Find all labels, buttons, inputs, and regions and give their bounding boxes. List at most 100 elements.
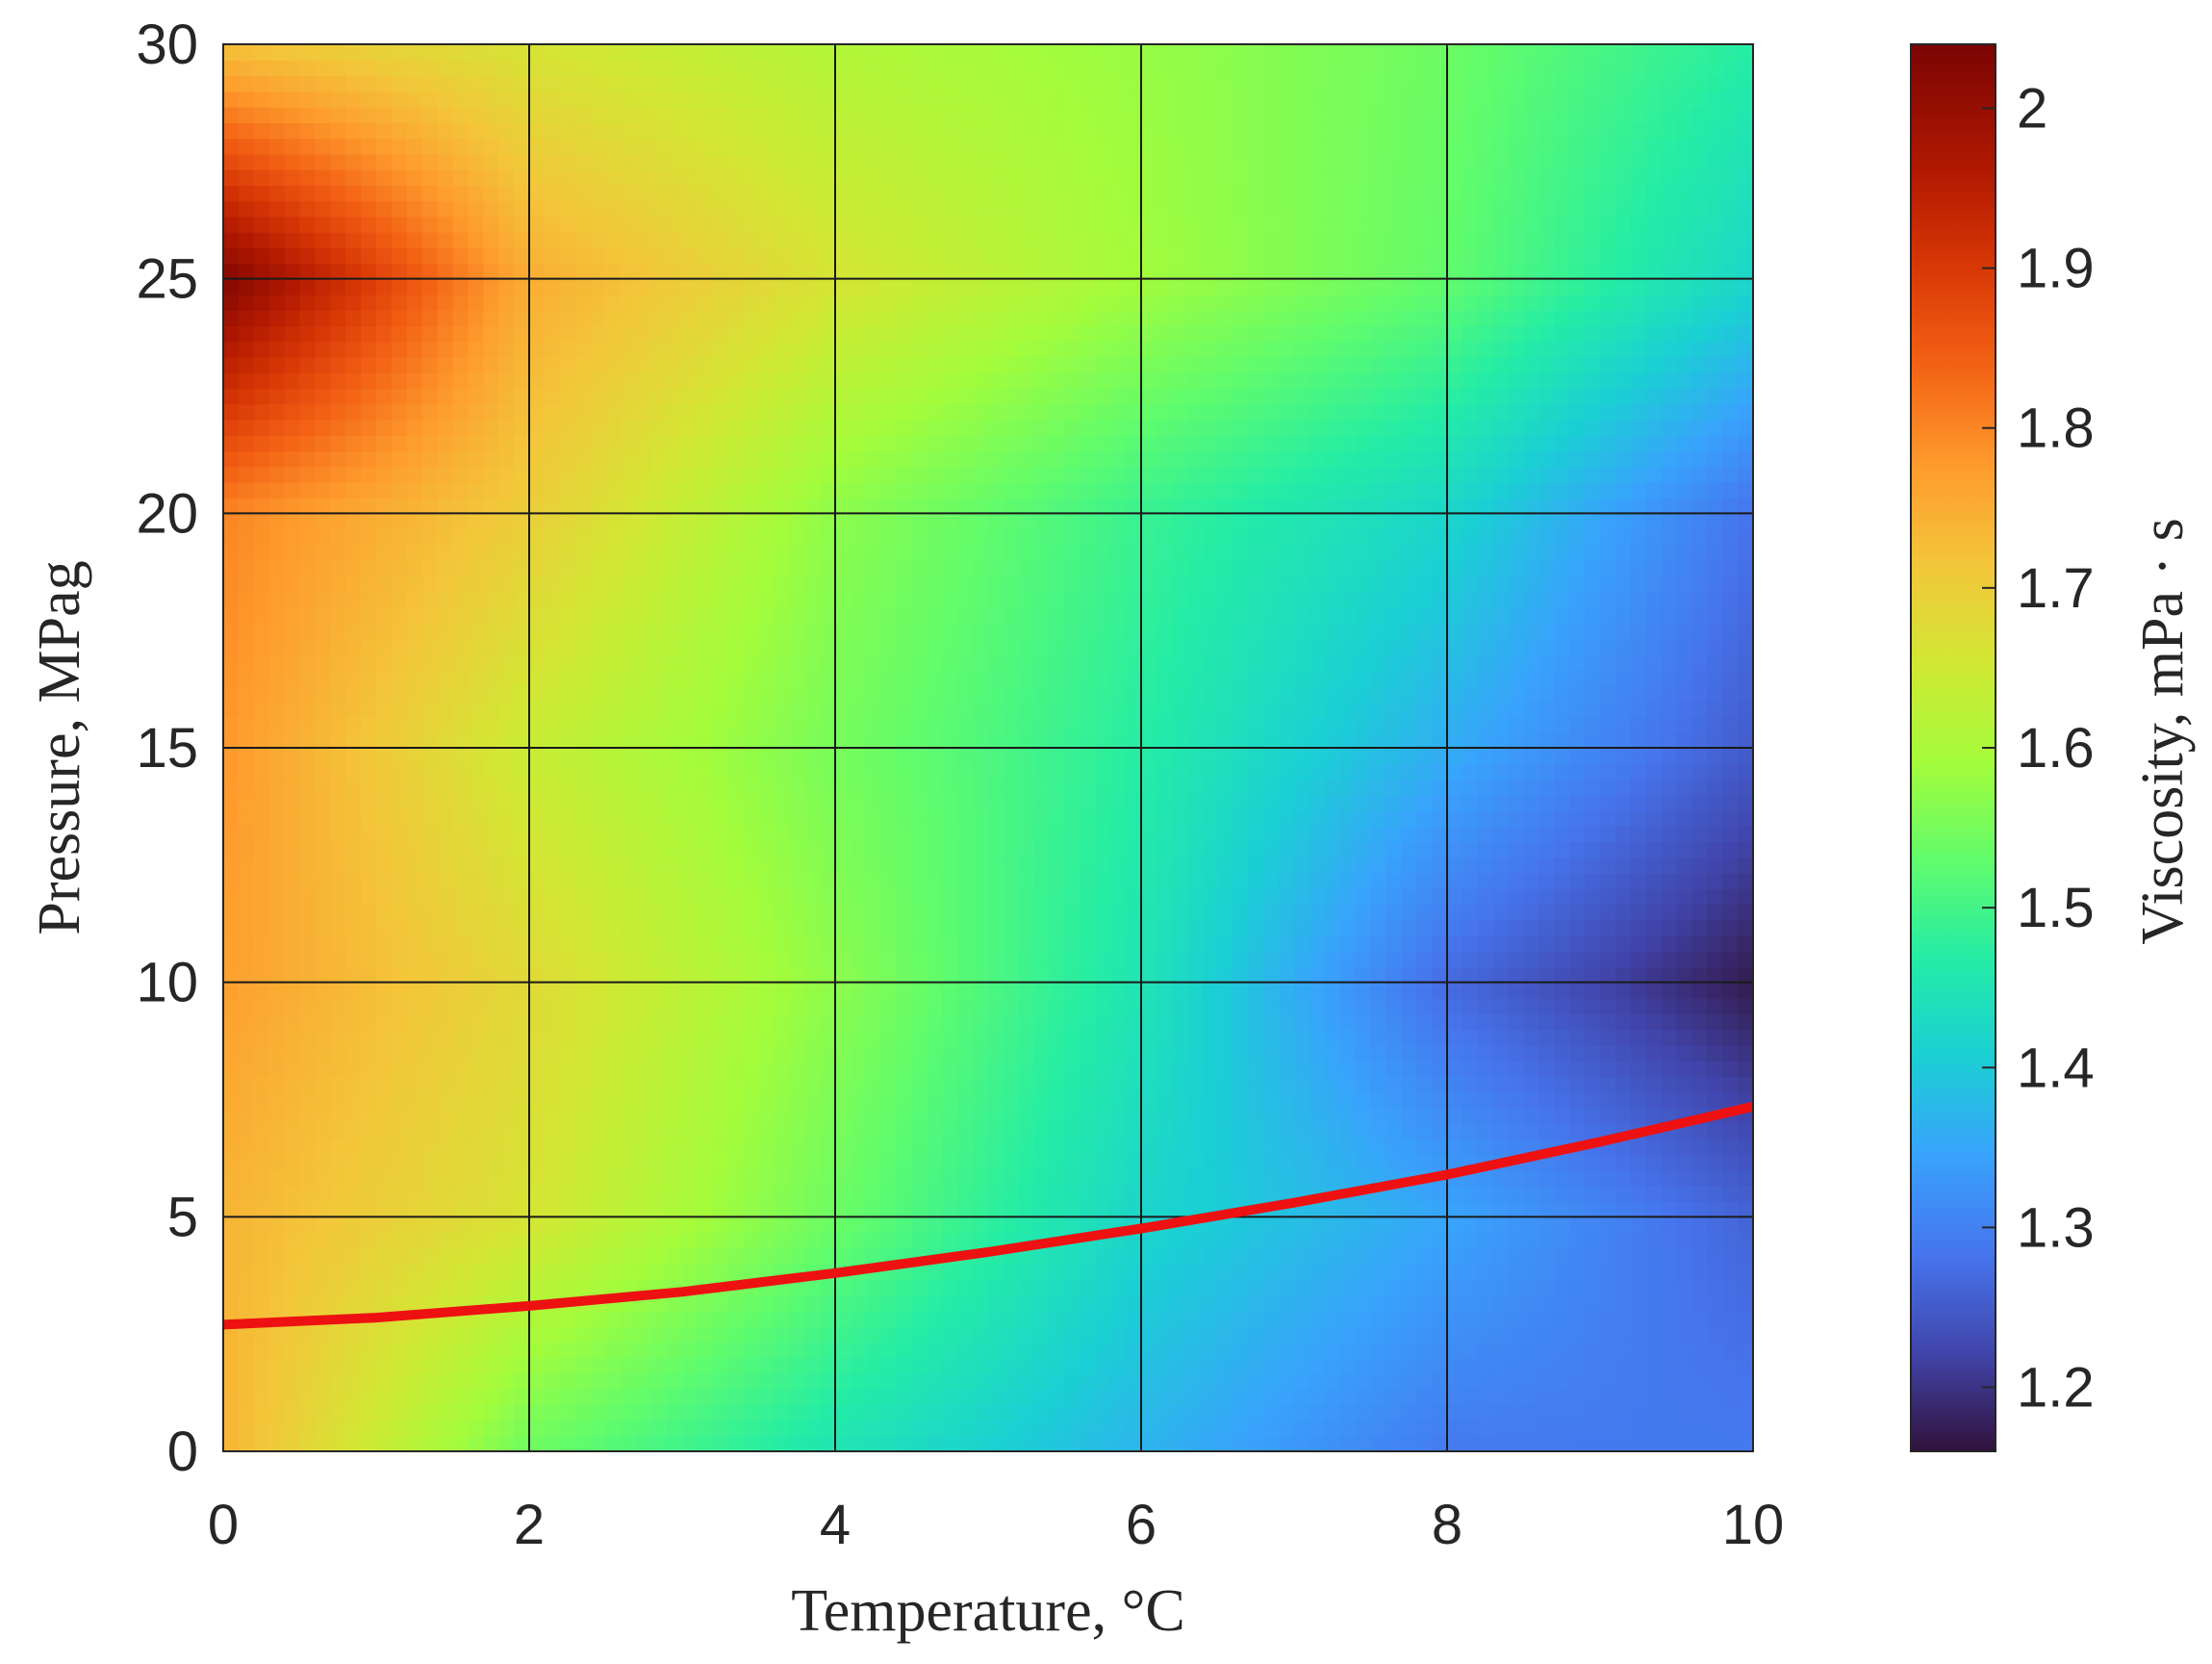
heatmap-cell	[651, 669, 668, 686]
heatmap-cell	[559, 638, 576, 655]
heatmap-cell	[820, 44, 836, 62]
heatmap-cell	[361, 1201, 377, 1218]
heatmap-cell	[468, 278, 485, 295]
heatmap-cell	[544, 247, 561, 265]
heatmap-cell	[682, 1029, 699, 1046]
heatmap-cell	[268, 75, 286, 92]
heatmap-cell	[1049, 1201, 1066, 1218]
heatmap-cell	[927, 779, 944, 796]
heatmap-cell	[774, 106, 791, 124]
heatmap-cell	[835, 1169, 852, 1187]
heatmap-cell	[406, 653, 423, 671]
heatmap-cell	[590, 481, 607, 499]
heatmap-cell	[345, 1326, 362, 1344]
heatmap-cell	[268, 1122, 286, 1139]
heatmap-cell	[452, 294, 470, 311]
heatmap-cell	[421, 1404, 439, 1421]
heatmap-cell	[820, 1326, 836, 1344]
heatmap-cell	[789, 1404, 805, 1421]
heatmap-cell	[697, 341, 714, 358]
heatmap-cell	[820, 1420, 836, 1437]
heatmap-cell	[529, 435, 546, 452]
heatmap-cell	[850, 498, 867, 515]
heatmap-cell	[789, 153, 805, 170]
heatmap-cell	[514, 997, 530, 1014]
heatmap-cell	[621, 1060, 638, 1077]
heatmap-cell	[268, 1091, 286, 1109]
heatmap-cell	[1018, 1013, 1035, 1031]
heatmap-cell	[437, 466, 454, 483]
heatmap-cell	[345, 1435, 362, 1451]
heatmap-cell	[789, 1310, 805, 1327]
heatmap-cell	[758, 356, 775, 373]
heatmap-cell	[865, 122, 882, 140]
heatmap-cell	[406, 388, 423, 405]
heatmap-cell	[651, 982, 668, 999]
heatmap-cell	[850, 606, 867, 624]
heatmap-cell	[712, 1357, 729, 1374]
heatmap-cell	[880, 1342, 898, 1359]
heatmap-cell	[651, 623, 668, 640]
heatmap-cell	[361, 560, 377, 577]
heatmap-cell	[988, 1060, 1004, 1077]
heatmap-cell	[682, 1201, 699, 1218]
heatmap-cell	[574, 185, 592, 202]
heatmap-cell	[268, 1326, 286, 1344]
heatmap-cell	[820, 528, 836, 546]
heatmap-cell	[927, 872, 944, 889]
heatmap-cell	[973, 263, 989, 280]
heatmap-cell	[498, 1279, 515, 1296]
heatmap-cell	[238, 216, 255, 233]
heatmap-cell	[330, 623, 346, 640]
heatmap-cell	[957, 1279, 974, 1296]
heatmap-cell	[421, 388, 439, 405]
heatmap-cell	[789, 341, 805, 358]
heatmap-cell	[774, 919, 791, 936]
heatmap-cell	[315, 1154, 332, 1171]
heatmap-cell	[896, 122, 913, 140]
heatmap-cell	[437, 934, 454, 952]
heatmap-cell	[1064, 1435, 1081, 1451]
heatmap-cell	[345, 1232, 362, 1249]
heatmap-cell	[880, 1294, 898, 1312]
heatmap-cell	[605, 325, 623, 343]
heatmap-cell	[636, 216, 652, 233]
heatmap-cell	[437, 1013, 454, 1031]
heatmap-cell	[1033, 685, 1051, 703]
heatmap-cell	[1033, 872, 1051, 889]
heatmap-cell	[468, 1076, 485, 1093]
heatmap-cell	[483, 90, 499, 108]
heatmap-cell	[468, 1420, 485, 1437]
heatmap-cell	[697, 982, 714, 999]
heatmap-cell	[574, 888, 592, 906]
heatmap-cell	[820, 982, 836, 999]
heatmap-cell	[268, 216, 286, 233]
heatmap-cell	[697, 1060, 714, 1077]
heatmap-cell	[1003, 1294, 1020, 1312]
heatmap-cell	[514, 247, 530, 265]
heatmap-cell	[850, 1029, 867, 1046]
heatmap-cell	[743, 278, 760, 295]
heatmap-cell	[268, 106, 286, 124]
heatmap-cell	[299, 200, 317, 218]
heatmap-cell	[483, 1342, 499, 1359]
heatmap-cell	[514, 1326, 530, 1344]
heatmap-cell	[973, 481, 989, 499]
heatmap-cell	[345, 763, 362, 781]
heatmap-cell	[406, 403, 423, 421]
heatmap-cell	[544, 701, 561, 718]
heatmap-cell	[820, 498, 836, 515]
heatmap-cell	[727, 1139, 745, 1156]
heatmap-cell	[345, 356, 362, 373]
heatmap-cell	[330, 1264, 346, 1281]
heatmap-cell	[284, 310, 301, 327]
heatmap-cell	[774, 1060, 791, 1077]
heatmap-cell	[498, 388, 515, 405]
heatmap-cell	[667, 498, 683, 515]
heatmap-cell	[268, 356, 286, 373]
heatmap-cell	[758, 857, 775, 874]
heatmap-cell	[452, 372, 470, 390]
heatmap-cell	[957, 325, 974, 343]
heatmap-cell	[498, 934, 515, 952]
heatmap-cell	[835, 731, 852, 749]
